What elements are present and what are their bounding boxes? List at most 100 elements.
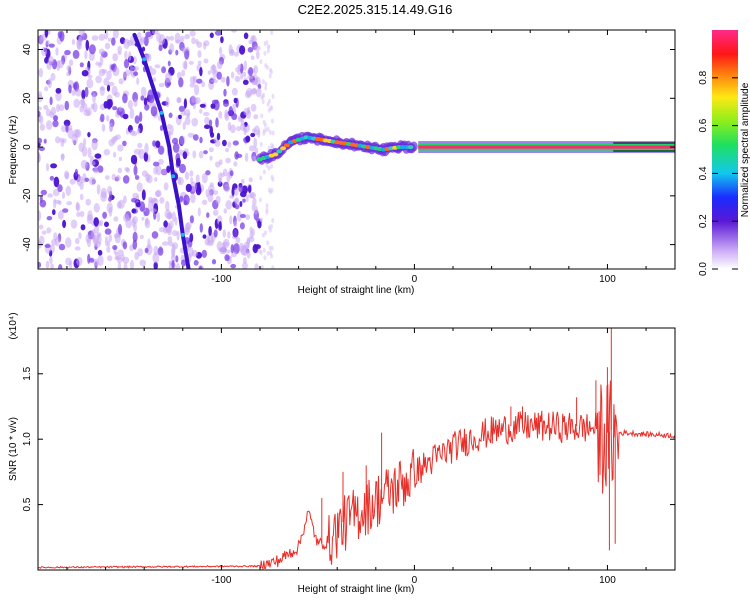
noise-blob bbox=[233, 161, 238, 167]
noise-blob bbox=[130, 259, 134, 269]
noise-blob bbox=[184, 171, 190, 180]
noise-blob bbox=[174, 216, 178, 226]
noise-blob bbox=[46, 120, 53, 131]
noise-blob bbox=[159, 34, 166, 45]
noise-blob bbox=[107, 240, 111, 247]
noise-blob bbox=[196, 41, 203, 48]
noise-blob bbox=[97, 249, 103, 256]
noise-blob bbox=[253, 45, 261, 51]
noise-blob bbox=[178, 105, 185, 113]
noise-blob bbox=[46, 216, 53, 221]
noise-blob bbox=[218, 111, 223, 119]
x-tick-label: -100 bbox=[211, 274, 231, 285]
noise-blob bbox=[245, 214, 251, 220]
noise-blob bbox=[153, 261, 158, 269]
noise-blob bbox=[201, 199, 208, 205]
steady-track bbox=[418, 141, 675, 154]
noise-blob bbox=[181, 47, 189, 52]
noise-blob bbox=[181, 259, 187, 267]
chirp-point bbox=[180, 232, 185, 237]
noise-blob bbox=[163, 220, 168, 228]
noise-blob bbox=[222, 139, 227, 147]
noise-blob bbox=[148, 196, 153, 204]
noise-blob bbox=[189, 215, 194, 224]
noise-blob bbox=[68, 84, 72, 94]
noise-blob bbox=[45, 260, 50, 269]
noise-blob bbox=[55, 87, 62, 94]
noise-blob bbox=[184, 116, 191, 126]
snr-frame bbox=[37, 327, 676, 571]
noise-blob bbox=[66, 201, 73, 206]
noise-blob bbox=[266, 240, 270, 246]
noise-blob bbox=[262, 92, 266, 98]
noise-blob bbox=[129, 108, 135, 119]
noise-blob bbox=[271, 218, 275, 223]
noise-blob bbox=[75, 88, 82, 97]
noise-blob bbox=[265, 162, 269, 168]
noise-blob bbox=[268, 130, 272, 135]
noise-blob bbox=[122, 93, 128, 104]
noise-blob bbox=[185, 222, 192, 230]
noise-blob bbox=[243, 60, 247, 72]
noise-blob bbox=[78, 232, 82, 240]
noise-blob bbox=[245, 135, 251, 143]
chirp-point bbox=[142, 57, 147, 62]
noise-blob bbox=[203, 111, 210, 117]
noise-blob bbox=[234, 197, 240, 206]
y-tick-label: 40 bbox=[22, 44, 33, 56]
noise-blob bbox=[117, 45, 122, 53]
noise-blob bbox=[218, 247, 223, 252]
noise-blob bbox=[227, 121, 232, 131]
noise-blob bbox=[259, 250, 263, 256]
noise-blob bbox=[57, 184, 63, 193]
noise-blob bbox=[223, 100, 229, 107]
noise-blob bbox=[98, 48, 105, 55]
noise-blob bbox=[140, 95, 145, 101]
noise-blob bbox=[97, 255, 104, 267]
noise-blob bbox=[104, 228, 112, 235]
noise-blob bbox=[113, 216, 119, 222]
colorbar: 0.0 0.2 0.4 0.6 0.8 Normalized spectral ampl… bbox=[698, 30, 750, 276]
noise-blob bbox=[223, 208, 228, 214]
noise-blob bbox=[259, 59, 263, 65]
noise-blob bbox=[192, 134, 199, 141]
noise-blob bbox=[159, 125, 164, 131]
noise-blob bbox=[224, 184, 230, 193]
noise-blob bbox=[254, 263, 259, 269]
noise-blob bbox=[263, 41, 267, 47]
noise-blob bbox=[143, 97, 148, 107]
noise-blob bbox=[44, 86, 49, 92]
noise-blob bbox=[255, 50, 260, 60]
snr-line bbox=[38, 380, 675, 570]
noise-blob bbox=[225, 157, 231, 164]
noise-blob bbox=[75, 237, 80, 245]
noise-blob bbox=[218, 221, 222, 230]
y-tick-label: 20 bbox=[22, 92, 33, 104]
noise-blob bbox=[170, 254, 177, 263]
noise-blob bbox=[175, 49, 179, 56]
noise-blob bbox=[145, 31, 153, 38]
noise-blob bbox=[55, 236, 60, 247]
noise-blob bbox=[270, 163, 274, 169]
noise-blob bbox=[261, 232, 265, 238]
noise-blob bbox=[55, 136, 61, 144]
noise-blob bbox=[184, 48, 190, 60]
noise-blob bbox=[85, 39, 90, 51]
noise-blob bbox=[152, 252, 160, 264]
noise-blob bbox=[118, 78, 124, 85]
noise-blob bbox=[76, 257, 83, 266]
noise-blob bbox=[248, 39, 254, 45]
noise-blob bbox=[208, 119, 213, 127]
noise-blob bbox=[209, 32, 214, 39]
noise-blob bbox=[270, 118, 274, 124]
noise-blob bbox=[143, 152, 149, 162]
noise-blob bbox=[154, 190, 161, 197]
noise-blob bbox=[214, 140, 221, 147]
noise-blob bbox=[79, 210, 85, 218]
noise-blob bbox=[105, 175, 110, 180]
noise-blob bbox=[167, 212, 173, 220]
noise-blob bbox=[91, 35, 99, 41]
noise-blob bbox=[109, 122, 113, 132]
noise-blob bbox=[101, 69, 108, 74]
noise-blob bbox=[64, 49, 71, 56]
